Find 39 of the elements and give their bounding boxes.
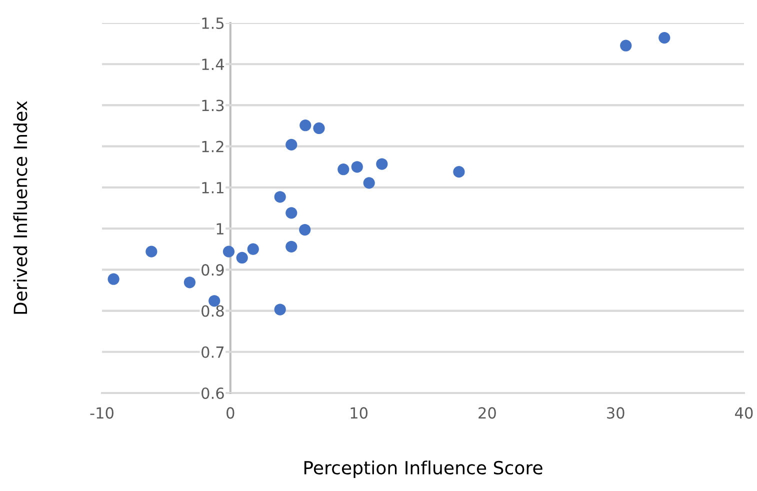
y-tick-label: 0.8 <box>202 305 224 317</box>
point <box>453 166 465 178</box>
point <box>376 158 388 170</box>
point <box>313 122 325 134</box>
x-tick-label: 40 <box>735 407 753 419</box>
point <box>274 191 286 203</box>
x-axis-title: Perception Influence Score <box>304 460 542 478</box>
x-tick-label: -10 <box>90 407 114 419</box>
point <box>286 240 298 252</box>
point <box>247 243 259 255</box>
point <box>274 304 286 316</box>
y-tick-label: 0.6 <box>202 387 224 400</box>
y-axis-title: Derived Influence Index <box>13 101 28 314</box>
y-tick-label: 1.4 <box>202 58 224 70</box>
point <box>620 40 632 52</box>
y-tick-label: 1.5 <box>202 18 224 30</box>
x-tick-label: 0 <box>226 407 234 419</box>
point <box>222 246 235 258</box>
point <box>184 276 196 288</box>
point <box>286 138 298 150</box>
y-tick-label: 0.7 <box>202 346 224 358</box>
point <box>108 273 120 285</box>
point <box>236 252 248 264</box>
point <box>286 207 298 219</box>
x-tick-label: 20 <box>478 407 496 419</box>
point <box>338 164 350 176</box>
point <box>658 32 670 44</box>
y-tick-label: 1.3 <box>202 100 224 112</box>
y-tick-label: 0.9 <box>202 264 224 276</box>
x-tick-label: 30 <box>607 407 624 419</box>
y-tick-label: 1.1 <box>202 182 224 194</box>
y-tick-label: 1.2 <box>202 140 224 152</box>
point <box>363 177 375 189</box>
y-tick-label: 1 <box>216 223 224 234</box>
point <box>300 120 312 132</box>
point <box>146 246 158 258</box>
point <box>351 161 363 173</box>
point <box>299 224 311 236</box>
x-tick-label: 10 <box>350 407 368 419</box>
